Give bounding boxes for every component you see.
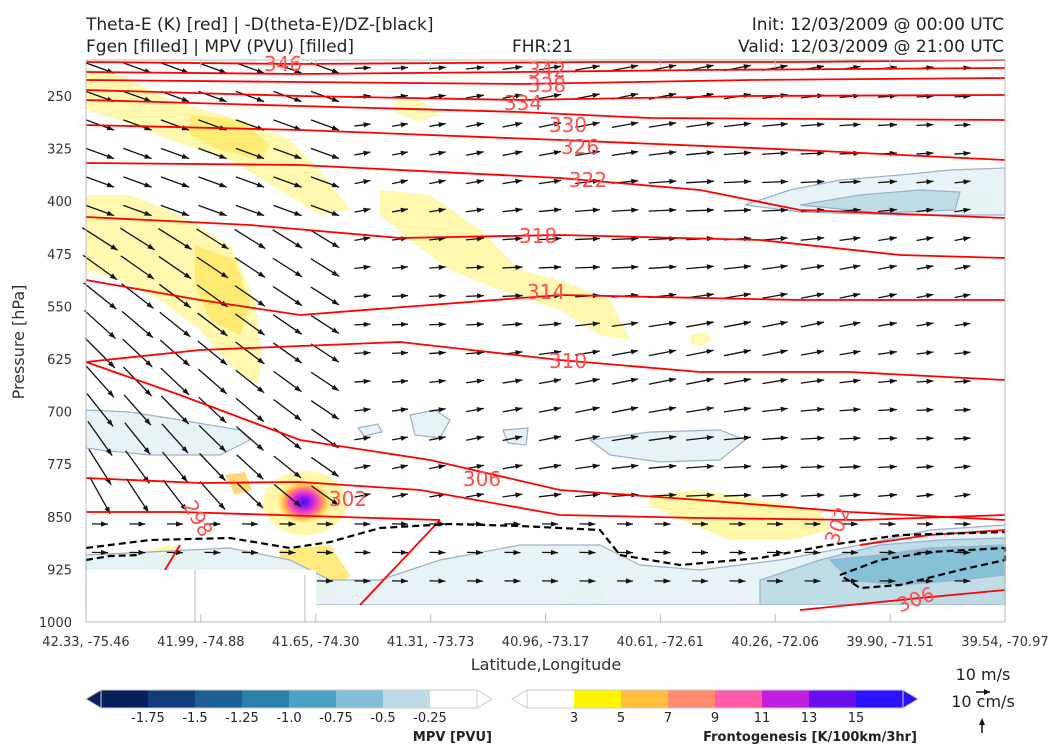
x-tick-label: 41.99, -74.88 [157,635,244,650]
y-tick-label: 850 [47,511,72,526]
mpv-colorbar: -1.75 -1.5 -1.25 -1.0 -0.75 -0.5 -0.25 [85,689,493,726]
colorbar-swatch [195,690,243,708]
colorbar-tick-label: -1.5 [182,711,207,726]
colorbar-swatch [289,690,337,708]
x-tick-label: 40.96, -73.17 [502,635,589,650]
fgen-colorbar: 3 5 7 9 11 13 15 [511,689,919,726]
y-tick-label: 625 [47,353,72,368]
colorbar-swatch [856,690,904,708]
colorbar-tick-label: 13 [801,711,818,726]
x-tick-label: 39.90, -71.51 [846,635,933,650]
x-tick-label: 40.26, -72.06 [732,635,819,650]
x-tick-label: 41.31, -73.73 [387,635,474,650]
theta-e-contour-label: 326 [561,135,599,159]
theta-e-contour-label: 346 [264,52,302,76]
colorbar-swatch [101,690,149,708]
x-tick-label: 39.54, -70.97 [961,635,1048,650]
colorbar-tick-label: -1.25 [225,711,259,726]
wind-vectors [81,62,971,584]
colorbar-swatch [715,690,763,708]
colorbar-swatch [242,690,290,708]
colorbar-tick-label: -0.75 [319,711,353,726]
theta-e-contour-label: 302 [329,487,367,511]
colorbar-swatch [762,690,810,708]
colorbar-swatch [574,690,622,708]
theta-e-contour-label: 298 [178,496,218,541]
colorbar-swatch [668,690,716,708]
colorbar-tick-label: 11 [754,711,771,726]
colorbar-swatch [383,690,431,708]
title-line-2: Fgen [filled] | MPV (PVU) [filled] [86,37,355,57]
colorbar-tick-label: 9 [711,711,719,726]
forecast-hour: FHR:21 [512,37,574,57]
y-tick-label: 1000 [39,616,72,631]
y-tick-label: 550 [47,300,72,315]
colorbar-tick-label: 5 [617,711,625,726]
y-tick-label: 775 [47,458,72,473]
theta-e-contour-label: 314 [527,280,565,304]
colorbar-swatch [336,690,384,708]
colorbar-tick-label: -0.5 [370,711,395,726]
x-axis-ticks: 42.33, -75.46 41.99, -74.88 41.65, -74.30 4… [42,60,1049,650]
theta-e-contour-label: 330 [549,113,587,137]
x-tick-label: 42.33, -75.46 [42,635,129,650]
colorbar-swatch [621,690,669,708]
y-axis-label: Pressure [hPa] [9,285,28,400]
colorbar-tick-label: -1.75 [131,711,165,726]
theta-e-contour-label: 342 [528,58,566,82]
mpv-colorbar-title: MPV [PVU] [413,730,492,745]
theta-e-contour-label: 306 [463,467,501,491]
colorbar-tick-label: -0.25 [413,711,447,726]
colorbar-tick-label: -1.0 [276,711,301,726]
valid-time: Valid: 12/03/2009 @ 21:00 UTC [738,37,1004,57]
theta-e-contour-label: 318 [519,224,557,248]
theta-e-contour-label: 322 [569,168,607,192]
y-tick-label: 250 [47,90,72,105]
y-axis-ticks: 250 325 400 475 550 625 700 775 850 925 1000 [39,90,72,631]
vector-key-u-label: 10 m/s [956,665,1011,684]
colorbar-tick-label: 3 [570,711,578,726]
y-tick-label: 400 [47,195,72,210]
theta-e-contour-label: 338 [528,73,566,97]
vector-key: 10 m/s 10 cm/s [951,665,1015,733]
title-line-1: Theta-E (K) [red] | -D(theta-E)/DZ-[blac… [86,15,434,35]
colorbar-swatch [430,690,478,708]
filled-fields [85,70,1006,606]
colorbar-swatch [809,690,857,708]
vector-key-w-label: 10 cm/s [951,692,1015,711]
y-tick-label: 700 [47,406,72,421]
theta-e-contour-label: 310 [549,349,587,373]
y-tick-label: 475 [47,248,72,263]
colorbar-tick-label: 7 [664,711,672,726]
init-time: Init: 12/03/2009 @ 00:00 UTC [751,15,1004,35]
colorbar-tick-label: 15 [848,711,865,726]
y-tick-label: 325 [47,143,72,158]
x-tick-label: 40.61, -72.61 [617,635,704,650]
colorbar-swatch [527,690,575,708]
theta-e-contour-label: 334 [504,91,542,115]
colorbar-swatch [148,690,196,708]
y-tick-label: 925 [47,563,72,578]
x-axis-label: Latitude,Longitude [471,655,622,674]
fgen-colorbar-title: Frontogenesis [K/100km/3hr] [703,730,917,745]
x-tick-label: 41.65, -74.30 [272,635,359,650]
